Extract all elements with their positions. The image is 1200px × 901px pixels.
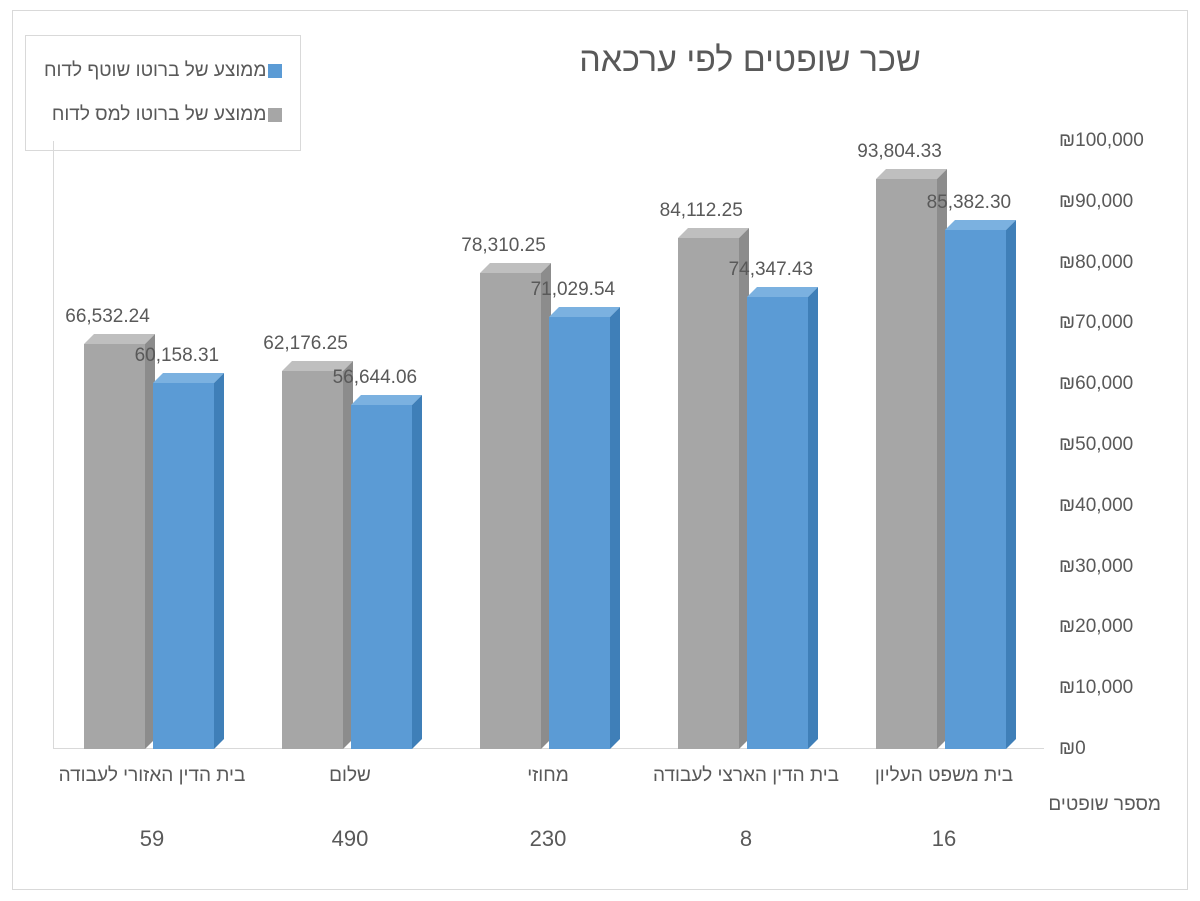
y-axis-tick-label: ₪60,000 (1053, 373, 1179, 395)
bar-face (351, 405, 412, 749)
y-axis: ₪0₪10,000₪20,000₪30,000₪40,000₪50,000₪60… (1053, 141, 1173, 749)
bar: 60,158.31 (153, 383, 214, 749)
count-row-label: מספר שופטים (1048, 794, 1161, 816)
bar: 74,347.43 (747, 297, 808, 749)
bar-face (945, 230, 1006, 749)
bar-face (549, 317, 610, 749)
bar-face (480, 273, 541, 749)
y-axis-tick-label: ₪70,000 (1053, 312, 1179, 334)
bar-value-label: 60,158.31 (135, 345, 220, 367)
bar: 56,644.06 (351, 405, 412, 749)
x-axis-category-label: בית הדין האזורי לעבודה (59, 765, 246, 787)
bar-value-label: 78,310.25 (461, 235, 546, 257)
bar-top (876, 169, 947, 179)
y-axis-tick-label: ₪90,000 (1053, 191, 1179, 213)
y-axis-tick-label: ₪80,000 (1053, 252, 1179, 274)
chart-title: שכר שופטים לפי ערכאה (353, 41, 1147, 80)
bar-side (412, 395, 422, 749)
y-axis-tick-label: ₪50,000 (1053, 434, 1179, 456)
bar-face (876, 179, 937, 749)
x-axis-category-label: בית הדין הארצי לעבודה (653, 765, 839, 787)
bar-top (480, 263, 551, 273)
bar-top (351, 395, 422, 405)
bar-value-label: 84,112.25 (660, 200, 743, 222)
bar-face (84, 344, 145, 749)
bar-value-label: 62,176.25 (263, 333, 348, 355)
bar-face (678, 238, 739, 749)
plot-area: 66,532.2460,158.3162,176.2556,644.0678,3… (53, 141, 1044, 749)
bar-value-label: 71,029.54 (531, 279, 616, 301)
y-axis-tick-label: ₪0 (1053, 738, 1179, 760)
bar-face (153, 383, 214, 749)
bar: 84,112.25 (678, 238, 739, 749)
bar-value-label: 93,804.33 (857, 141, 942, 163)
legend-label: ממוצע של ברוטו שוטף לדוח (44, 60, 266, 82)
bar-side (214, 373, 224, 749)
x-axis-count-value: 8 (740, 826, 752, 852)
x-axis-category-label: בית משפט העליון (875, 765, 1013, 787)
y-axis-tick-label: ₪10,000 (1053, 677, 1179, 699)
legend: ממוצע של ברוטו שוטף לדוח ממוצע של ברוטו … (25, 35, 301, 151)
x-axis-count-value: 230 (530, 826, 567, 852)
bar-side (610, 307, 620, 749)
x-axis-count-value: 490 (332, 826, 369, 852)
bar-value-label: 66,532.24 (65, 306, 150, 328)
y-axis-tick-label: ₪20,000 (1053, 616, 1179, 638)
bar-value-label: 85,382.30 (927, 192, 1012, 214)
bar: 93,804.33 (876, 179, 937, 749)
bar: 71,029.54 (549, 317, 610, 749)
legend-swatch-icon (268, 64, 282, 78)
x-axis-category-label: מחוזי (527, 765, 569, 787)
legend-item: ממוצע של ברוטו למס לדוח (44, 104, 282, 126)
y-axis-tick-label: ₪30,000 (1053, 556, 1179, 578)
bar: 85,382.30 (945, 230, 1006, 749)
x-axis-category-label: שלום (329, 765, 371, 787)
chart-frame: שכר שופטים לפי ערכאה ממוצע של ברוטו שוטף… (12, 10, 1188, 890)
bar-side (1006, 220, 1016, 749)
x-axis-count-value: 16 (932, 826, 956, 852)
bar-value-label: 74,347.43 (729, 259, 814, 281)
y-axis-tick-label: ₪100,000 (1053, 130, 1179, 152)
legend-swatch-icon (268, 108, 282, 122)
bar: 66,532.24 (84, 344, 145, 749)
x-axis-count-value: 59 (140, 826, 164, 852)
bar: 62,176.25 (282, 371, 343, 749)
bar-face (282, 371, 343, 749)
legend-label: ממוצע של ברוטו למס לדוח (52, 104, 267, 126)
bar-side (808, 287, 818, 749)
bar-top (678, 228, 749, 238)
bar: 78,310.25 (480, 273, 541, 749)
y-axis-tick-label: ₪40,000 (1053, 495, 1179, 517)
legend-item: ממוצע של ברוטו שוטף לדוח (44, 60, 282, 82)
bar-value-label: 56,644.06 (333, 367, 418, 389)
bar-top (945, 220, 1016, 230)
bar-face (747, 297, 808, 749)
